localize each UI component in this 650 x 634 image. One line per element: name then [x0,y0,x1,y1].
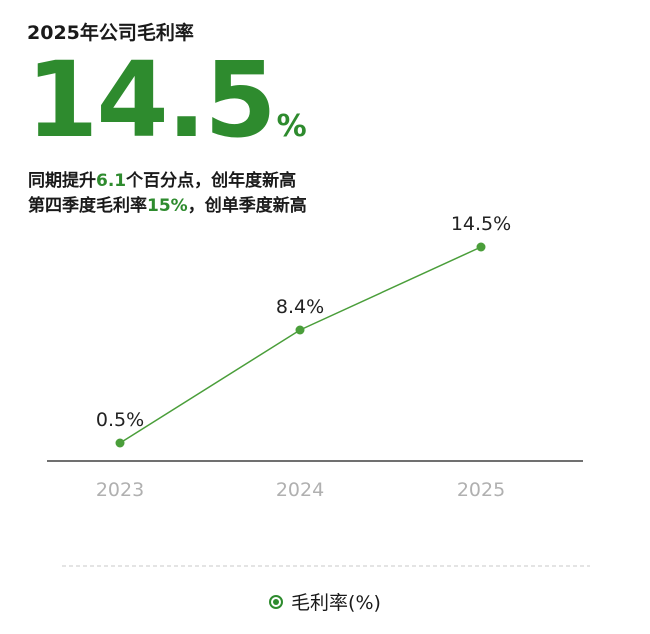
headline-value: 14.5% [26,40,307,160]
series-line [119,246,482,444]
circle-dot-icon [269,594,284,609]
subtitle-line-2: 第四季度毛利率15%，创单季度新高 [28,191,307,216]
data-label-2025: 14.5% [451,213,511,235]
legend-label: 毛利率(%) [291,592,381,614]
subtitle-1-highlight: 6.1 [96,171,127,191]
chart-title: 2025年公司毛利率 [27,22,194,44]
headline-unit: % [276,109,307,144]
x-tick-label-2024: 2024 [276,479,324,501]
x-tick-label-2025: 2025 [457,479,505,501]
legend: 毛利率(%) [0,588,650,615]
headline-number: 14.5 [26,39,277,161]
data-label-2024: 8.4% [276,296,324,318]
subtitle-1-text-b: 个百分点，创年度新高 [126,171,297,191]
data-point-2025 [476,242,486,252]
data-point-2024 [295,325,305,335]
data-point-2023 [115,438,125,448]
subtitle-1-text-a: 同期提升 [28,171,96,191]
subtitle-line-1: 同期提升6.1个百分点，创年度新高 [28,166,296,191]
x-tick-label-2023: 2023 [96,479,144,501]
data-label-2023: 0.5% [96,409,144,431]
subtitle-2-text-a: 第四季度毛利率 [28,196,147,216]
subtitle-2-highlight: 15% [147,196,188,216]
subtitle-2-text-b: ，创单季度新高 [187,196,307,216]
